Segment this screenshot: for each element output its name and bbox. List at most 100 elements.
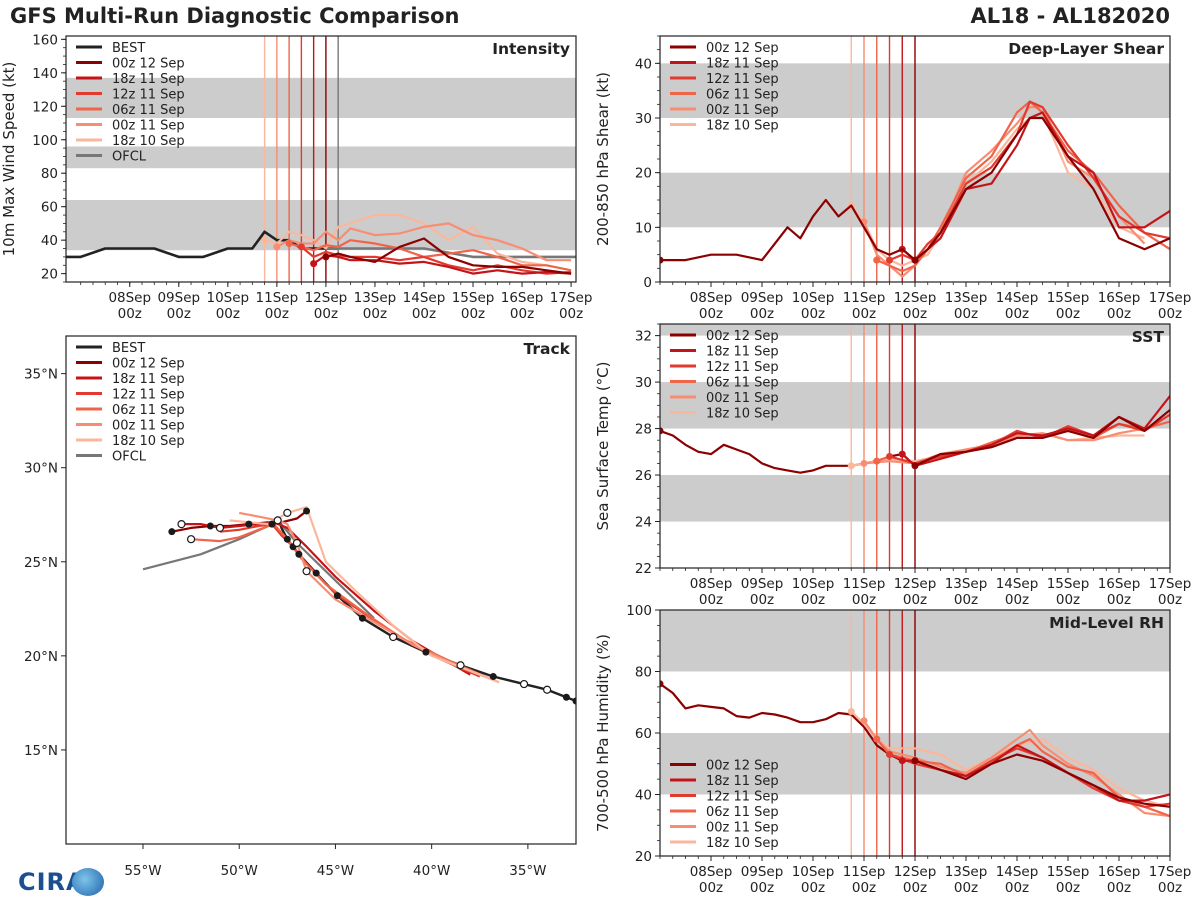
sst-init-point-00z-11-sep [860, 459, 868, 467]
intensity-xtick-label: 14Sep [403, 290, 446, 306]
track-xtick-label: 50°W [221, 863, 258, 879]
rh-xtick-label: 00z [954, 880, 978, 896]
rh-xtick-label: 12Sep [894, 864, 937, 880]
track-point-solid [562, 693, 570, 701]
sst-xtick-label: 00z [954, 592, 978, 608]
rh-series-00z-12-sep [914, 753, 1170, 808]
track-legend-label: OFCL [112, 450, 147, 465]
globe-icon [72, 868, 104, 896]
sst-ytick-label: 28 [635, 422, 652, 438]
shear-xtick-label: 00z [801, 306, 825, 322]
track-point-solid [422, 648, 430, 656]
sst-ylabel: Sea Surface Temp (°C) [594, 361, 612, 530]
intensity-series-00z-12-sep [325, 237, 572, 275]
rh-init-point-00z-12-sep [660, 680, 664, 688]
rh-legend-label: 18z 10 Sep [706, 836, 779, 851]
shear-xtick-label: 00z [954, 306, 978, 322]
sst-xtick-label: 10Sep [792, 576, 835, 592]
rh-legend-label: 00z 12 Sep [706, 759, 779, 774]
rh-series-00z-12-sep [660, 682, 915, 762]
intensity-legend-label: 00z 11 Sep [112, 119, 185, 134]
intensity-init-point-12z-11-sep [297, 243, 305, 251]
track-point-open [177, 520, 186, 529]
track-point-solid [312, 569, 320, 577]
rh-init-point-12z-11-sep [886, 751, 893, 759]
rh-xtick-label: 13Sep [945, 864, 988, 880]
track-point-open [456, 661, 465, 670]
track-point-open [302, 567, 311, 576]
sst-init-point-18z-10-sep [847, 462, 855, 470]
intensity-xtick-label: 00z [265, 306, 289, 322]
intensity-ytick-label: 160 [32, 32, 58, 48]
track-point-open [283, 508, 292, 517]
shear-ytick-label: 40 [635, 56, 652, 72]
intensity-legend-label: 06z 11 Sep [112, 103, 185, 118]
sst-series-00z-12-sep [914, 408, 1170, 467]
sst-ytick-label: 32 [635, 329, 652, 345]
sst-init-point-06z-11-sep [873, 457, 881, 465]
track-line-18z-10-sep [229, 506, 500, 684]
shear-xtick-label: 00z [1056, 306, 1080, 322]
sst-ytick-label: 26 [635, 468, 652, 484]
shear-legend-label: 06z 11 Sep [706, 88, 779, 103]
shear-xtick-label: 16Sep [1098, 290, 1141, 306]
rh-legend-label: 18z 11 Sep [706, 774, 779, 789]
track-legend-label: 00z 12 Sep [112, 357, 185, 372]
shear-init-point-00z-12-sep [660, 256, 664, 264]
sst-xtick-label: 09Sep [741, 576, 784, 592]
intensity-legend-label: 18z 11 Sep [112, 72, 185, 87]
shear-series-00z-11-sep [862, 105, 1146, 278]
sst-ytick-label: 22 [635, 561, 652, 577]
sst-ytick-label: 30 [635, 375, 652, 391]
track-point-solid [206, 522, 214, 530]
sst-legend-label: 18z 10 Sep [706, 407, 779, 422]
rh-ytick-label: 60 [635, 726, 652, 742]
intensity-ytick-label: 120 [32, 99, 58, 115]
track-ytick-label: 30°N [24, 461, 58, 477]
sst-xtick-label: 00z [750, 592, 774, 608]
intensity-xtick-label: 11Sep [256, 290, 299, 306]
track-point-solid [303, 507, 311, 515]
sst-xtick-label: 11Sep [843, 576, 886, 592]
intensity-series-18z-11-sep [312, 254, 572, 275]
track-frame [65, 335, 577, 845]
rh-xtick-label: 15Sep [1047, 864, 1090, 880]
rh-panel: 2040608010008Sep00z09Sep00z10Sep00z11Sep… [594, 603, 1191, 896]
track-point-solid [168, 528, 176, 536]
rh-xtick-label: 08Sep [690, 864, 733, 880]
sst-xtick-label: 00z [852, 592, 876, 608]
track-legend-label: 06z 11 Sep [112, 403, 185, 418]
rh-plot-area [660, 610, 1170, 856]
shear-xtick-label: 09Sep [741, 290, 784, 306]
sst-xtick-label: 15Sep [1047, 576, 1090, 592]
rh-ytick-label: 100 [626, 603, 652, 619]
track-point-open [519, 679, 529, 689]
rh-xtick-label: 00z [699, 880, 723, 896]
track-point-open [543, 685, 552, 694]
shear-xtick-label: 00z [1005, 306, 1029, 322]
track-point-solid [283, 535, 291, 543]
shear-xtick-label: 08Sep [690, 290, 733, 306]
track-point-solid [245, 520, 253, 528]
sst-xtick-label: 00z [801, 592, 825, 608]
intensity-xtick-label: 09Sep [157, 290, 200, 306]
rh-xtick-label: 00z [1056, 880, 1080, 896]
track-xtick-label: 40°W [413, 863, 450, 879]
rh-xtick-label: 10Sep [792, 864, 835, 880]
rh-ylabel: 700-500 hPa Humidity (%) [594, 634, 612, 832]
rh-xtick-label: 00z [1107, 880, 1131, 896]
intensity-band-1 [66, 146, 576, 169]
rh-xtick-label: 00z [852, 880, 876, 896]
rh-xtick-label: 11Sep [843, 864, 886, 880]
track-ytick-label: 15°N [24, 743, 58, 759]
track-plot-area [142, 506, 576, 705]
shear-xtick-label: 00z [1107, 306, 1131, 322]
sst-panel: 22242628303208Sep00z09Sep00z10Sep00z11Se… [594, 323, 1191, 608]
intensity-series-12z-11-sep [300, 246, 572, 275]
intensity-xtick-label: 15Sep [452, 290, 495, 306]
intensity-init-point-06z-11-sep [285, 240, 293, 248]
intensity-panel: 2040608010012014016008Sep00z09Sep00z10Se… [0, 32, 592, 322]
track-point-solid [572, 697, 576, 705]
